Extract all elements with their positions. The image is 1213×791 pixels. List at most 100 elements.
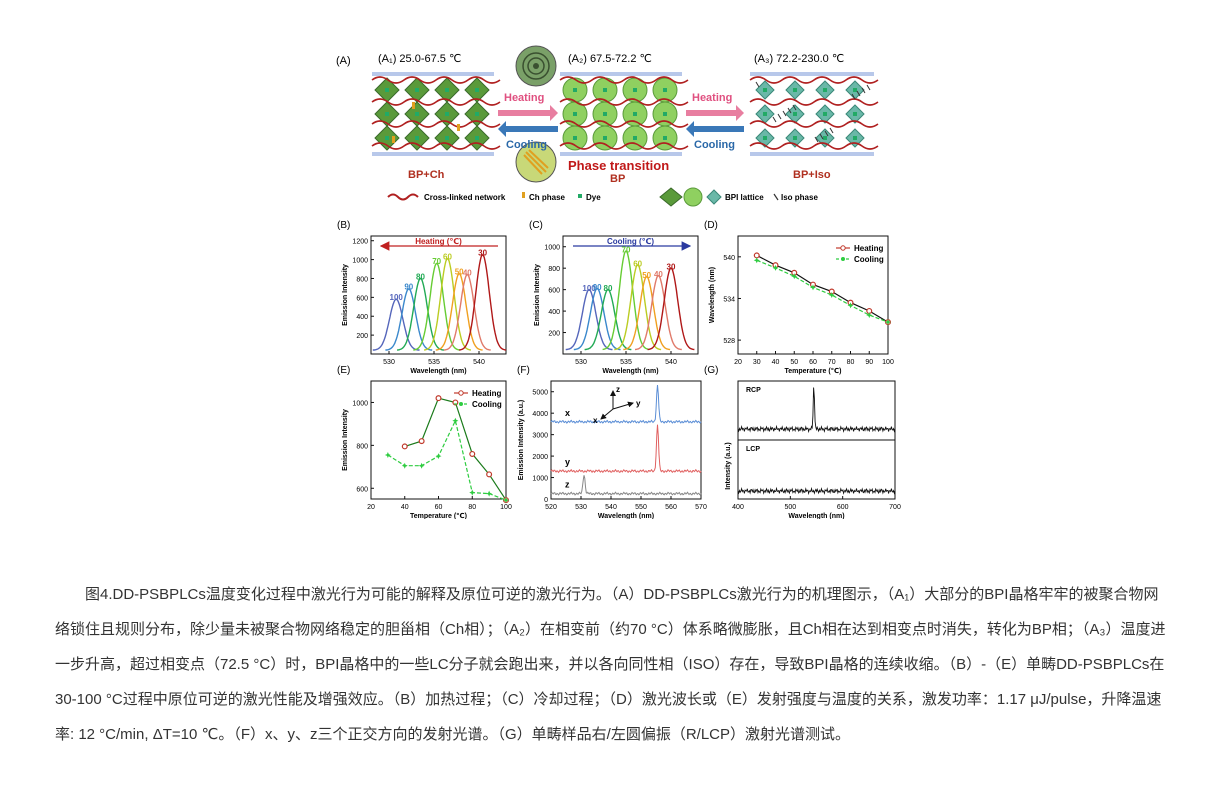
y-tick-label: 800: [356, 276, 368, 283]
spectrum-series-30: [647, 267, 695, 351]
crosslinked-network-line: [749, 120, 879, 128]
x-tick-label: 80: [468, 504, 476, 511]
dye-molecule: [573, 112, 577, 116]
x-tick-label: 530: [383, 359, 395, 366]
panel-b-chart: (B) 1200 1000 800 600 400 200 530 535 540 Waveleng…: [337, 220, 507, 375]
data-point-cooling: [384, 452, 391, 459]
data-point-heating: [418, 438, 425, 445]
y-tick-label: 1000: [352, 400, 368, 407]
dye-molecule: [385, 136, 389, 140]
peak-label: 90: [593, 283, 602, 292]
x-tick-label: 40: [772, 359, 780, 366]
x-tick-label: 20: [367, 504, 375, 511]
bp-illustration: [559, 72, 689, 156]
ch-phase-mark: [457, 124, 460, 131]
y-tick-label: 200: [548, 331, 560, 338]
spectrum-series-100: [565, 288, 613, 351]
plot-frame: [562, 235, 699, 355]
data-point-cooling: [791, 273, 798, 280]
dye-molecule: [603, 112, 607, 116]
dye-molecule: [415, 136, 419, 140]
x-tick-label: 500: [784, 504, 796, 511]
dye-molecule: [853, 112, 857, 116]
y-tick-label: 534: [723, 296, 735, 303]
x-tick-label: 20: [734, 359, 742, 366]
spectrum-series-50: [435, 272, 483, 351]
data-point-heating: [469, 450, 476, 457]
bpi-diamond-dark-icon: [659, 187, 683, 207]
iso-phase-mark: [829, 127, 834, 134]
panel-g-chart: (G) 400 500 600 700 Wavelength (nm) Intensity …: [704, 365, 901, 519]
x-tick-label: 60: [809, 359, 817, 366]
panel-tag: (F): [517, 365, 530, 376]
crosslinked-network-line: [749, 142, 879, 150]
panel-tag: (B): [337, 220, 350, 231]
iso-phase-mark: [851, 93, 856, 100]
crosslinked-network-line: [371, 142, 501, 150]
peak-label: 100: [390, 293, 404, 302]
data-point-cooling: [810, 284, 816, 291]
crosslinked-network-line: [559, 120, 689, 128]
dye-molecule: [603, 88, 607, 92]
bp-ch-illustration: [371, 72, 501, 156]
spectrum-series-x: [550, 384, 702, 424]
zoom-circle-bottom-icon: [515, 141, 557, 183]
dye-molecule: [573, 136, 577, 140]
panel-a-legend: Cross-linked network Ch phase Dye BPI la…: [387, 187, 818, 207]
panel-a-tag: (A): [336, 55, 351, 67]
iso-phase-mark: [755, 81, 760, 88]
panel-e-chart: (E) 1000 800 600 20 40 60 80 100 Temperature (℃) E…: [337, 365, 512, 519]
peak-label: 50: [455, 268, 464, 277]
peak-label: 30: [667, 262, 676, 271]
data-point-cooling: [866, 312, 873, 319]
crosslinked-network-line: [559, 76, 689, 84]
y-tick-label: 1000: [544, 245, 560, 252]
panel-a3-label: (A₃) 72.2-230.0 ℃: [754, 53, 844, 65]
x-tick-label: 540: [605, 504, 617, 511]
y-axis-label: Emission Intensity (a.u.): [518, 400, 525, 481]
spectrum-series-100: [372, 298, 420, 351]
bpi-diamond-teal-icon: [706, 189, 722, 205]
panel-tag: (E): [337, 365, 350, 376]
dye-molecule: [475, 112, 479, 116]
ch-phase-mark: [412, 102, 415, 109]
svg-text:Cooling: Cooling: [506, 139, 547, 151]
cooling-arrow-1: Cooling: [498, 121, 558, 151]
spectrum-series-z: [550, 475, 702, 496]
dye-molecule: [603, 136, 607, 140]
plot-frame: [737, 235, 889, 355]
ch-phase-legend-icon: [522, 192, 525, 198]
legend-marker: [840, 245, 846, 251]
zoom-circle-top-icon: [515, 45, 557, 87]
peak-label: 80: [604, 284, 613, 293]
dye-molecule: [793, 88, 797, 92]
y-tick-label: 1200: [352, 239, 368, 246]
peak-label: 60: [633, 259, 642, 268]
x-axis-label: Temperature (℃): [785, 367, 842, 375]
svg-text:Cooling: Cooling: [694, 139, 735, 151]
svg-text:Heating: Heating: [504, 92, 544, 104]
series-line-Heating: [756, 254, 889, 323]
x-tick-label: 700: [889, 504, 901, 511]
svg-text:Ch phase: Ch phase: [529, 193, 566, 202]
peak-label: 70: [622, 245, 631, 254]
iso-phase-mark: [792, 104, 797, 111]
x-tick-label: 550: [635, 504, 647, 511]
x-tick-label: 50: [790, 359, 798, 366]
data-point-cooling: [885, 319, 891, 326]
lcp-label: LCP: [746, 446, 760, 453]
spectrum-series-RCP: [737, 387, 896, 434]
bpi-circle-icon: [683, 187, 703, 207]
x-tick-label: 540: [665, 359, 677, 366]
curve-label: x: [565, 408, 570, 418]
spectrum-series-90: [573, 287, 621, 351]
x-tick-label: 400: [732, 504, 744, 511]
dye-molecule: [823, 112, 827, 116]
legend-marker: [458, 390, 464, 396]
axis-z-label: z: [616, 385, 620, 394]
svg-text:BPI lattice: BPI lattice: [725, 193, 764, 202]
series-line-Heating: [404, 397, 507, 501]
dye-molecule: [763, 88, 767, 92]
spectrum-series-80: [584, 288, 632, 351]
panel-tag: (D): [704, 220, 718, 231]
